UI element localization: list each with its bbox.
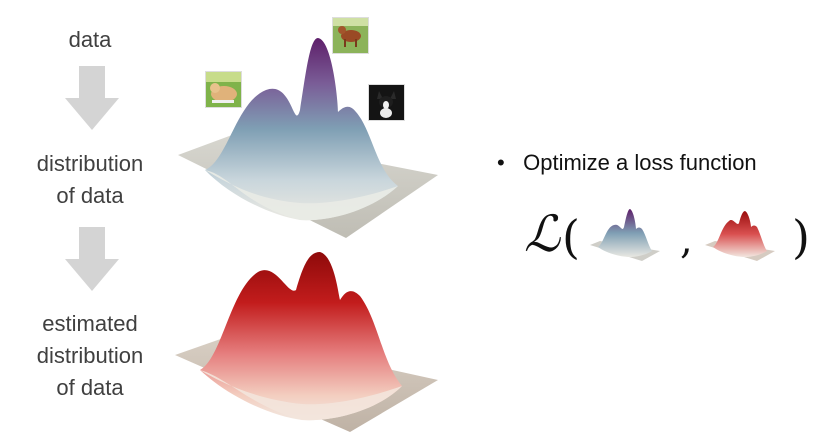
label-distribution-line1: distribution	[36, 151, 144, 176]
comma: ,	[680, 217, 693, 263]
dog-photo-brown	[332, 17, 369, 54]
mini-data-distribution	[590, 209, 660, 261]
dog-photo-lying	[205, 71, 242, 108]
dog-photo-black-white	[368, 84, 405, 121]
down-arrow-icon	[65, 227, 119, 291]
bullet-point: • Optimize a loss function	[497, 150, 757, 176]
bullet-text: Optimize a loss function	[523, 150, 757, 175]
bullet-dot: •	[497, 150, 505, 175]
label-estimated-line2: distribution	[36, 343, 144, 368]
label-estimated-line3: of data	[56, 375, 124, 400]
loss-formula: ℒ ( , )	[524, 205, 810, 264]
close-paren: )	[792, 210, 810, 264]
mini-estimated-distribution	[705, 211, 775, 261]
label-distribution-line2: of data	[56, 183, 124, 208]
loss-symbol: ℒ	[524, 205, 561, 263]
open-paren: (	[562, 210, 580, 264]
label-data: data	[68, 27, 112, 52]
down-arrow-icon	[65, 66, 119, 130]
label-estimated: estimated distribution of data	[10, 308, 170, 404]
label-estimated-line1: estimated	[42, 311, 138, 336]
label-distribution: distribution of data	[10, 148, 170, 212]
